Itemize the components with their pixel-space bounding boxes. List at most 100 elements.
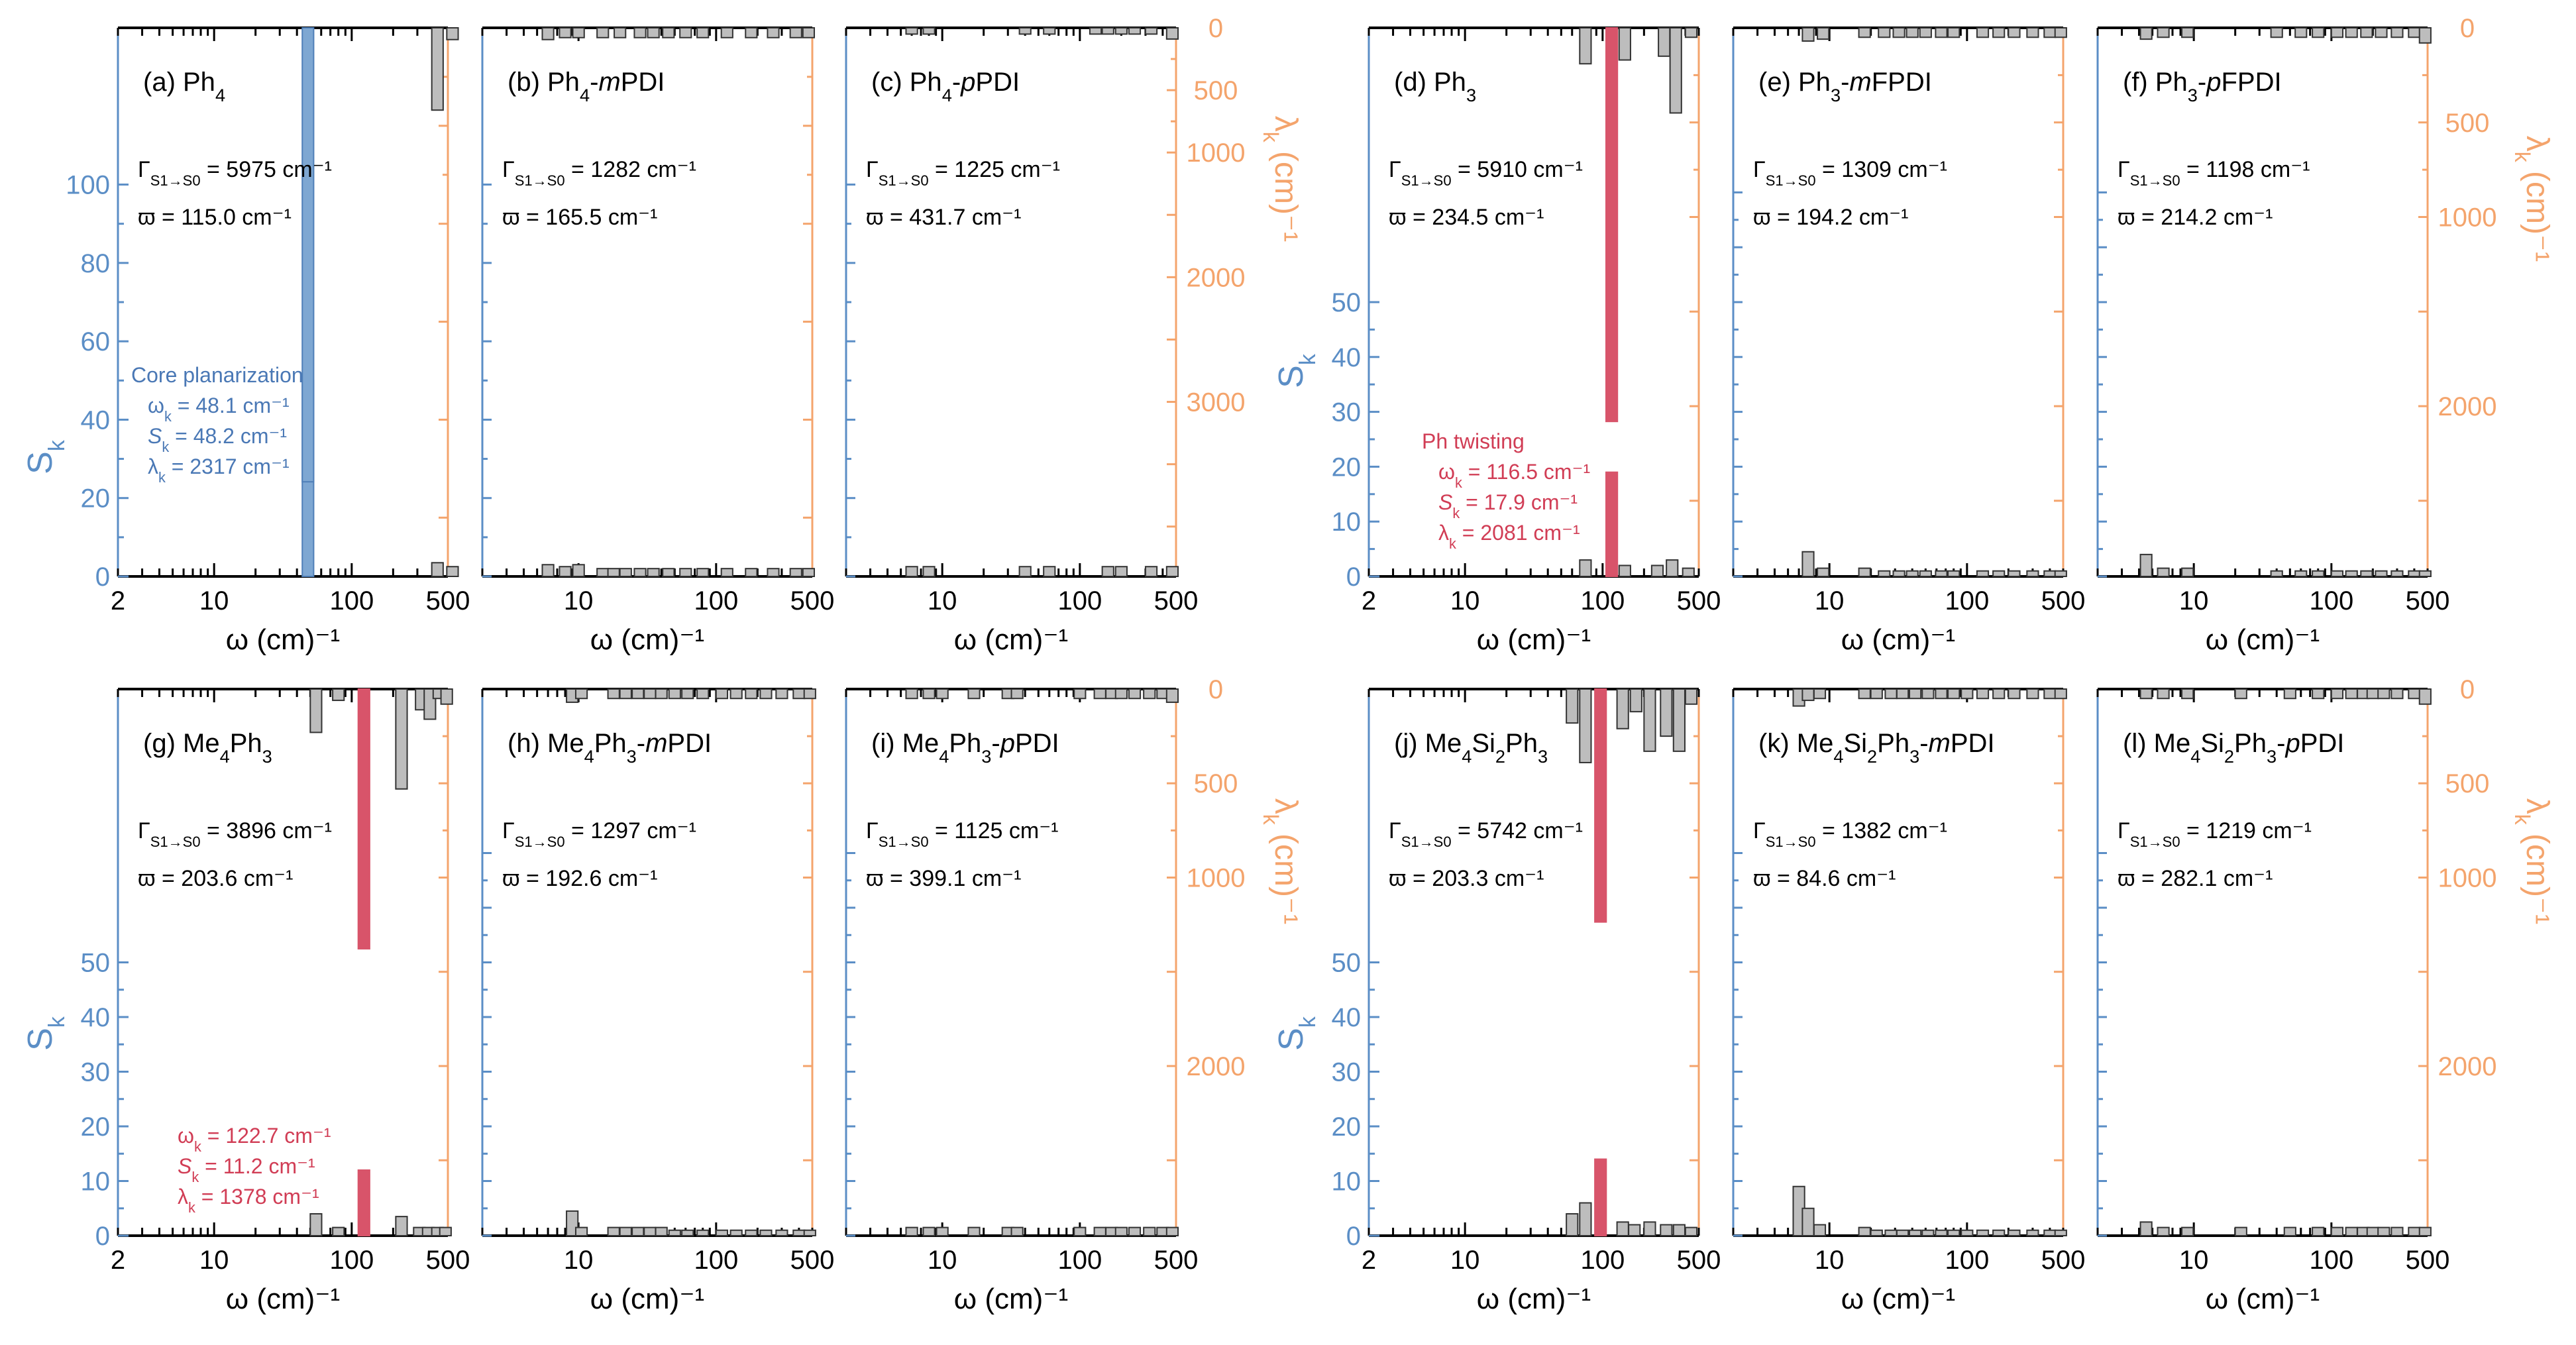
lambda-unit: (cm)⁻¹ [2520,825,2555,925]
S-bar [2390,1226,2404,1236]
annotation-line-part: ω [178,1124,194,1148]
S-bar [1010,1226,1024,1236]
gamma-sub: S1→S0 [1766,834,1816,850]
lambda-bar [2270,27,2283,38]
omega-mean-value: = 192.6 cm⁻¹ [520,866,658,891]
S-bar [696,1229,710,1236]
lambda-bar [2054,688,2067,700]
S-bar [309,1213,323,1236]
S-bar [1992,570,2006,577]
lambda-tick-label: 3000 [1187,388,1246,417]
lambda-bar [655,688,668,700]
S-bar [1018,566,1032,578]
annotation-line-part: = 116.5 cm⁻¹ [1462,460,1590,484]
gamma-value: = 5910 cm⁻¹ [1452,157,1583,182]
S-bar [922,1226,936,1236]
lambda-bar [1878,27,1891,38]
lambda-bar [559,27,572,38]
S-bar [1935,570,1948,577]
S-bar [745,1229,758,1236]
x-tick-label: 500 [2406,1246,2450,1275]
x-axis-label: ω (cm)⁻¹ [226,623,340,656]
lambda-bar [1919,27,1932,38]
S-bar [1801,551,1815,577]
panel-title-part: PDI [975,68,1020,97]
panel-title-part: 4 [584,746,594,767]
lambda-bar [936,688,949,700]
panel-title-part: FPDI [1872,68,1932,97]
panel-title-part: 3 [2188,85,2198,105]
S-bar [2375,570,2388,577]
S-bar [792,1229,806,1236]
y-tick-label: 50 [81,949,111,978]
lambda-unit: (cm)⁻¹ [1268,825,1303,925]
panel-title-part: - [2277,729,2285,758]
annotation-line-part: λ [148,455,158,478]
omega-mean-symbol: ϖ [138,205,156,230]
annotation-line-part: = 11.2 cm⁻¹ [199,1154,315,1178]
S-bar [2043,570,2057,577]
annotation-line-part: = 2317 cm⁻¹ [166,455,290,478]
gamma-text: ΓS1→S0 = 1198 cm⁻¹ [2118,157,2310,189]
annotation-line-part: = 48.2 cm⁻¹ [169,424,287,448]
panel-title-part: p [1000,729,1015,758]
S-bar [1992,1229,2006,1236]
lambda-bar [2375,27,2388,38]
gamma-value: = 3896 cm⁻¹ [201,818,332,843]
panel-title-part: 3 [1538,746,1548,767]
panel-title-part: 4 [1833,746,1843,767]
lambda-bar [2294,27,2308,38]
S-bar [1884,1229,1898,1236]
S-bar [1165,566,1179,578]
S-bar [2345,570,2358,577]
lambda-symbol: λ [2520,798,2555,814]
gamma-value: = 1309 cm⁻¹ [1816,157,1947,182]
panel-title-part: 3 [981,746,991,767]
annotation-line: ωk = 116.5 cm⁻¹ [1438,460,1590,491]
lambda-bar [696,688,710,700]
S-bar [2330,570,2344,577]
S-bar [759,1229,773,1236]
panel-title-part: PDI [1015,729,1059,758]
S-bar [767,568,780,578]
S-bar [566,1210,579,1236]
S-bar [1616,1221,1629,1236]
S-bar [2312,1226,2325,1236]
lambda-bar [1660,688,1673,737]
lambda-bar [2312,688,2325,700]
S-bar [1165,1226,1179,1236]
lambda-bar [1960,688,1974,700]
x-tick-label: 500 [2041,1246,2086,1275]
x-tick-label: 100 [1057,1246,1102,1275]
panel-title-part: 4 [215,85,225,105]
gamma-text: ΓS1→S0 = 1382 cm⁻¹ [1753,818,1947,850]
lambda-bar [1114,688,1128,700]
panel-title-part: - [1919,729,1928,758]
annotation-line-part: ω [1438,460,1455,484]
panel-title-part: - [2198,68,2206,97]
x-tick-label: 10 [1815,1246,1845,1275]
x-tick-label: 10 [2179,586,2209,616]
x-tick-label: 500 [2406,586,2450,616]
lambda-bar [1144,27,1158,35]
annotation-line-part: k [1452,505,1460,521]
panel-title-part: - [1841,68,1849,97]
S-bar [936,1226,949,1236]
omega-mean-value: = 214.2 cm⁻¹ [2135,205,2273,230]
x-tick-label: 100 [1057,586,1102,616]
lambda-subscript: k [2510,152,2534,163]
gamma-sub: S1→S0 [2130,172,2180,189]
lambda-bar [309,688,323,733]
S-bar [2026,1229,2039,1236]
lambda-bar [679,27,692,38]
lambda-bar [681,688,694,700]
panel-title-part: Ph [2234,729,2267,758]
annotation-line-part: = 122.7 cm⁻¹ [201,1124,331,1148]
S-subscript: k [44,439,70,451]
lambda-tick-label: 500 [2445,769,2490,798]
S-bar [633,568,647,578]
panel-title-part: Ph [1505,729,1538,758]
panel-title-part: FPDI [2222,68,2282,97]
panel-title: (l) Me4Si2Ph3-pPDI [2123,729,2344,767]
lambda-tick-label: 0 [1208,675,1223,704]
